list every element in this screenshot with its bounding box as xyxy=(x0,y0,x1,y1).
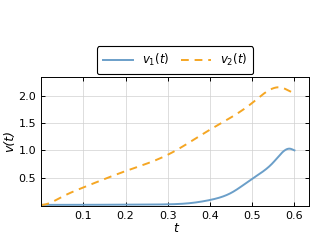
$v_1(t)$ xyxy=(287,147,291,150)
Y-axis label: v(t): v(t) xyxy=(3,130,16,152)
X-axis label: t: t xyxy=(173,222,178,235)
$v_2(t)$ xyxy=(40,203,43,206)
$v_1(t)$ xyxy=(293,149,296,152)
$v_2(t)$ xyxy=(156,158,160,161)
$v_2(t)$ xyxy=(277,86,280,89)
$v_1(t)$ xyxy=(40,203,43,206)
Line: $v_1(t)$: $v_1(t)$ xyxy=(41,149,295,205)
$v_1(t)$ xyxy=(156,203,160,206)
$v_1(t)$ xyxy=(52,203,56,206)
$v_1(t)$ xyxy=(285,148,289,150)
$v_2(t)$ xyxy=(239,110,242,113)
$v_1(t)$ xyxy=(163,203,166,206)
$v_1(t)$ xyxy=(285,148,289,151)
$v_2(t)$ xyxy=(52,199,56,202)
$v_2(t)$ xyxy=(293,92,296,94)
Line: $v_2(t)$: $v_2(t)$ xyxy=(41,87,295,205)
Legend: $v_1(t)$, $v_2(t)$: $v_1(t)$, $v_2(t)$ xyxy=(97,46,253,74)
$v_2(t)$ xyxy=(285,88,289,91)
$v_1(t)$ xyxy=(239,185,242,188)
$v_2(t)$ xyxy=(285,89,289,91)
$v_2(t)$ xyxy=(163,155,166,158)
